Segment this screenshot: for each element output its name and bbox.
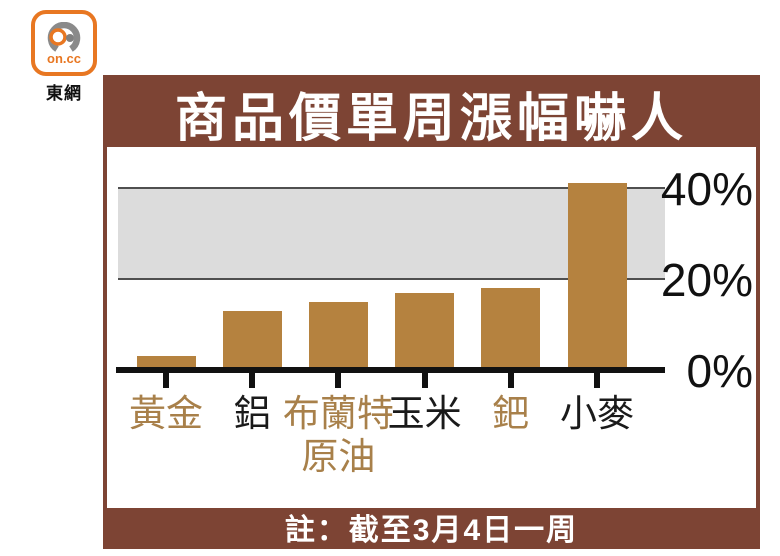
oncc-swirl-icon <box>47 21 81 52</box>
x-axis-tick <box>421 373 428 388</box>
chart-panel: 商品價單周漲幅嚇人 40% 20% 0% 黃金鋁布蘭特 原油 玉米鈀小麥 註：截至3月4日… <box>103 75 760 549</box>
x-axis-line <box>116 367 665 373</box>
x-category-label-布蘭特原油: 布蘭特 原油 <box>282 393 394 478</box>
site-name: 東網 <box>46 84 82 103</box>
x-axis-tick <box>163 373 169 388</box>
oncc-logo-block: on.cc 東網 <box>26 10 102 104</box>
logo-brand-text: on.cc <box>47 50 81 66</box>
chart-note: 註：截至3月4日一周 <box>107 508 756 547</box>
grid-line-40% <box>118 187 665 189</box>
x-category-label-鋁: 鋁 <box>233 393 271 434</box>
bar-布蘭特原油 <box>308 301 368 370</box>
x-category-label-小麥: 小麥 <box>560 393 634 434</box>
x-axis-tick <box>594 373 600 388</box>
bar-chart: 40% 20% 0% 黃金鋁布蘭特 原油 玉米鈀小麥 <box>107 147 756 508</box>
bar-黃金 <box>136 356 196 370</box>
bar-鈀 <box>481 288 541 370</box>
y-tick-label-40%: 40% <box>660 163 753 215</box>
bar-玉米 <box>395 292 455 370</box>
y-tick-label-20%: 20% <box>660 254 753 306</box>
bar-鋁 <box>222 310 282 370</box>
oncc-logo[interactable]: on.cc <box>31 10 97 76</box>
grid-line-20% <box>118 278 665 280</box>
x-axis-tick <box>335 373 342 388</box>
x-category-label-鈀: 鈀 <box>492 393 530 434</box>
x-category-label-玉米: 玉米 <box>387 393 462 434</box>
y-tick-label-0%: 0% <box>686 345 753 397</box>
chart-title: 商品價單周漲幅嚇人 <box>107 79 756 148</box>
x-category-label-黃金: 黃金 <box>129 393 203 434</box>
x-axis-tick <box>249 373 256 388</box>
x-axis-tick <box>507 373 514 388</box>
bar-小麥 <box>567 183 627 370</box>
